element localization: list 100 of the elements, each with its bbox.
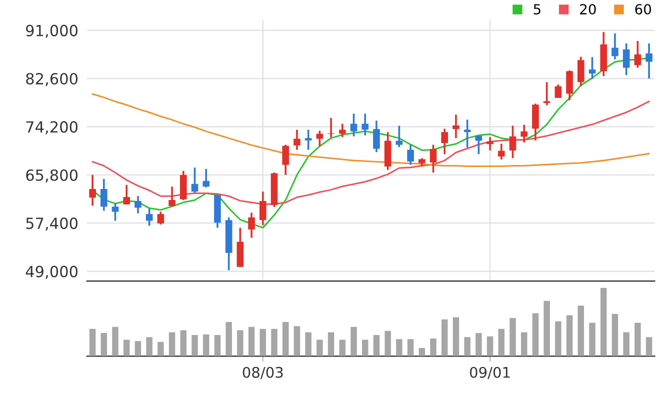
bar	[612, 314, 618, 356]
candlestick	[498, 142, 505, 160]
bar	[464, 337, 470, 356]
bar	[237, 330, 244, 356]
bar	[452, 317, 460, 356]
candlestick	[123, 184, 130, 206]
bar	[600, 288, 607, 356]
bar	[430, 338, 436, 356]
candlestick	[294, 128, 300, 151]
bar	[362, 340, 368, 356]
candlestick	[612, 32, 618, 60]
bar	[226, 322, 232, 356]
candlestick	[475, 134, 482, 156]
candlestick	[373, 120, 380, 154]
bar	[373, 335, 380, 356]
bar	[623, 332, 630, 356]
candlestick	[396, 124, 403, 148]
y-tick-label: 82,600	[26, 72, 78, 86]
bar	[646, 337, 652, 356]
bar	[566, 315, 573, 356]
candlestick	[554, 84, 562, 99]
candlestick	[634, 40, 642, 69]
legend-label: 20	[580, 4, 596, 15]
candlestick	[509, 124, 516, 160]
bar	[158, 342, 164, 356]
candlestick	[646, 42, 652, 80]
candlestick	[100, 178, 108, 212]
candlestick	[282, 144, 290, 176]
bar	[350, 326, 357, 356]
bar	[578, 306, 584, 356]
candlestick	[248, 212, 255, 239]
bar	[180, 330, 187, 356]
candlestick	[430, 144, 437, 174]
x-tick-label: 09/01	[470, 366, 510, 380]
candlestick	[112, 202, 119, 222]
bar	[192, 335, 198, 356]
y-tick-label: 91,000	[26, 24, 78, 38]
bar	[89, 328, 96, 356]
legend-label: 60	[635, 4, 652, 15]
bar	[214, 335, 221, 356]
candlestick	[168, 186, 176, 208]
candlestick	[316, 130, 324, 148]
bar	[282, 322, 289, 356]
bar	[555, 321, 562, 356]
bar	[418, 348, 426, 356]
bar	[384, 330, 391, 356]
candlestick	[441, 128, 448, 156]
bar	[532, 313, 539, 356]
candlestick	[622, 42, 630, 76]
candlestick	[191, 166, 198, 194]
bar	[520, 332, 528, 356]
candlestick	[146, 207, 153, 227]
bar	[305, 332, 312, 356]
bar	[100, 332, 108, 356]
candlestick	[464, 118, 471, 148]
candlestick	[338, 122, 346, 138]
candlestick	[566, 70, 573, 102]
bar	[510, 318, 516, 356]
y-tick-label: 57,400	[26, 218, 78, 231]
bar	[123, 340, 130, 356]
line-series	[92, 93, 650, 168]
y-tick-label: 65,800	[26, 169, 78, 182]
candlestick	[350, 112, 358, 138]
y-tick-label: 74,200	[26, 121, 78, 134]
bar	[271, 328, 278, 356]
candlestick	[520, 124, 528, 144]
bar	[396, 339, 402, 356]
bar	[294, 326, 300, 356]
candlestick	[304, 128, 312, 151]
bar	[248, 326, 255, 356]
candlestick	[134, 195, 142, 214]
candlestick	[89, 174, 96, 207]
legend-label: 5	[534, 4, 540, 15]
candlestick	[202, 168, 210, 188]
bar	[476, 332, 482, 356]
bar	[441, 319, 448, 356]
bar	[316, 340, 323, 356]
bar	[134, 341, 142, 356]
bar	[328, 332, 334, 356]
y-tick-label: 49,000	[26, 266, 78, 279]
x-tick-label: 08/03	[242, 366, 283, 380]
bar	[146, 337, 152, 356]
bar	[544, 300, 550, 356]
bar	[589, 322, 596, 356]
candlestick	[407, 144, 414, 166]
bar	[407, 339, 414, 356]
bar	[339, 340, 346, 356]
bar	[260, 328, 266, 356]
candlestick	[452, 114, 460, 139]
candlestick	[157, 210, 164, 226]
bar	[486, 336, 494, 356]
bar	[112, 326, 118, 356]
bar	[634, 322, 641, 356]
bar	[498, 328, 505, 356]
bar	[202, 334, 210, 356]
candlestick	[328, 117, 334, 138]
candlestick	[486, 136, 494, 152]
candlestick	[362, 112, 369, 136]
bar	[168, 332, 176, 356]
candlestick	[588, 56, 596, 80]
